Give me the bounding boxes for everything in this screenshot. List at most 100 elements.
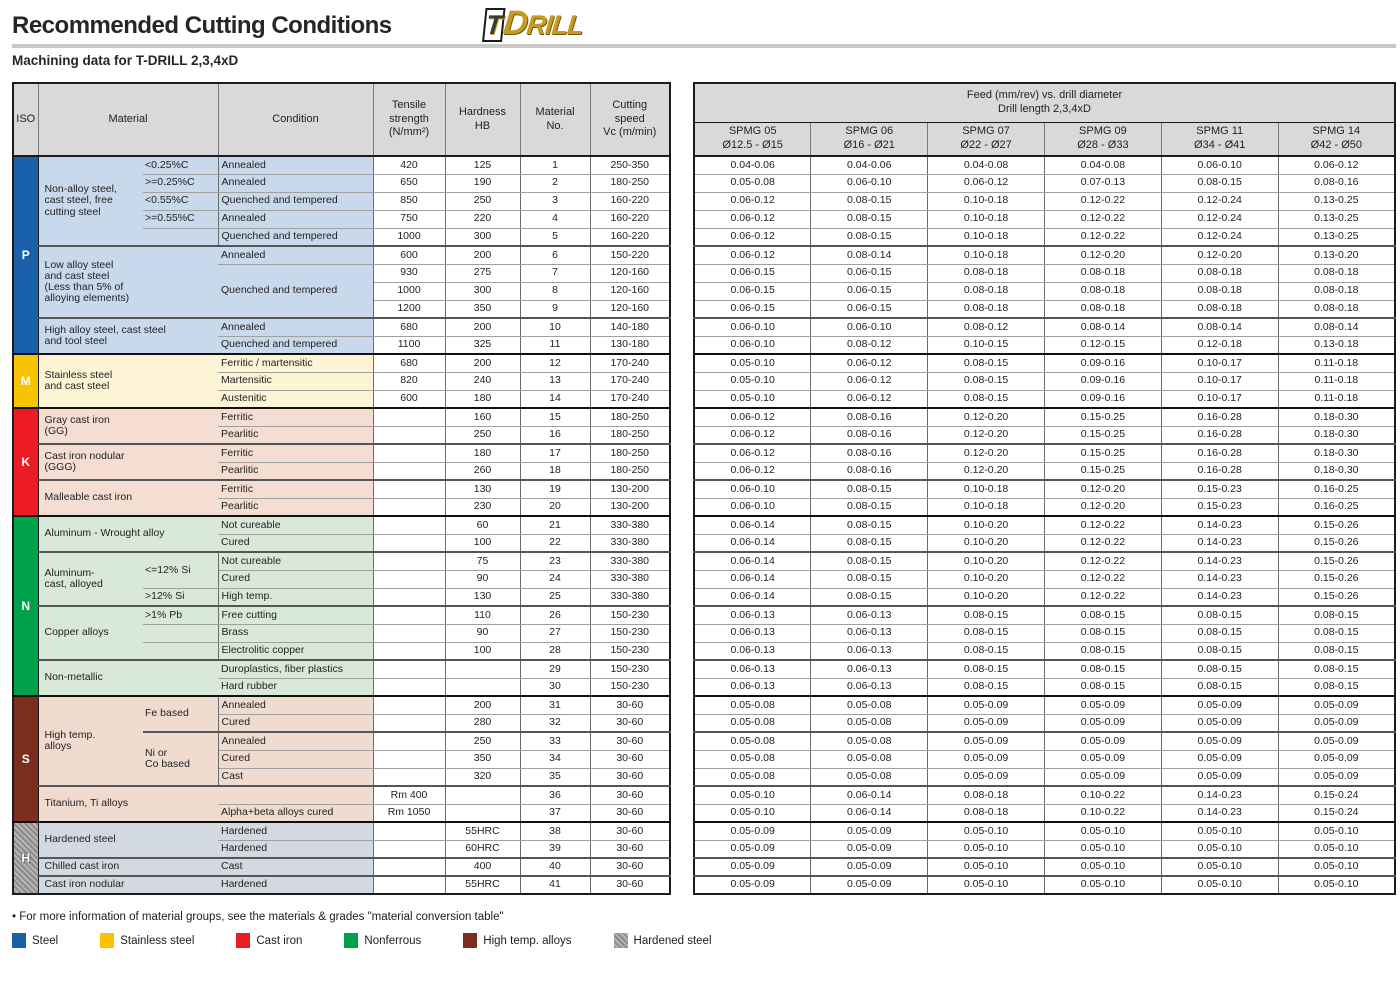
- hardness-cell: 100: [445, 641, 521, 661]
- feed-cell: 0.15-0.25: [1044, 443, 1162, 463]
- feed-cell: 0.08-0.15: [810, 587, 929, 607]
- feed-cell: 0.08-0.15: [1161, 659, 1279, 679]
- material-group-legend: Steel Stainless steel Cast iron Nonferrous H…: [12, 933, 1396, 948]
- hardness-cell: 130: [445, 479, 521, 499]
- material-cell: High temp. alloys: [38, 695, 143, 787]
- feed-cell: 0.18-0.30: [1278, 407, 1395, 427]
- material-row-6: Low alloy steel and cast steel (Less tha…: [13, 245, 670, 319]
- tensile-strength-cell: 1000: [373, 227, 446, 247]
- feed-cell: 0.06-0.10: [694, 479, 812, 499]
- feed-cell: 0.12-0.22: [1044, 551, 1162, 571]
- material-row-15: K Gray cast iron (GG) Ferritic 160 15 180-250: [12, 407, 670, 517]
- feed-cell: 0.13-0.25: [1278, 227, 1395, 247]
- feed-row-4: 0.06-0.12 0.08-0.15 0.10-0.18 0.12-0.22 0.12…: [694, 209, 1395, 229]
- feed-cell: 0.06-0.13: [694, 605, 812, 625]
- feed-cell: 0.10-0.20: [927, 515, 1045, 535]
- feed-cell: 0.05-0.09: [927, 731, 1045, 751]
- feed-row-24: 0.06-0.14 0.08-0.15 0.10-0.20 0.12-0.22 0.14…: [694, 569, 1395, 589]
- legend-swatch: [100, 933, 115, 948]
- legend-label: Cast iron: [256, 934, 303, 947]
- feed-row-26: 0.06-0.13 0.06-0.13 0.08-0.15 0.08-0.15 0.08…: [694, 605, 1395, 625]
- material-no-cell: 3: [520, 191, 591, 211]
- material-no-cell: 27: [520, 623, 591, 643]
- feed-cell: 0.08-0.12: [927, 317, 1045, 337]
- condition-cell: Cured: [218, 713, 374, 733]
- feed-cell: 0.05-0.09: [694, 839, 812, 859]
- feed-cell: 0.05-0.08: [694, 713, 812, 733]
- condition-cell: Annealed: [218, 173, 374, 193]
- feed-cell: 0.08-0.16: [810, 425, 929, 445]
- feed-cell: 0.05-0.09: [694, 821, 812, 841]
- feed-cell: 0.12-0.22: [1044, 515, 1162, 535]
- condition-cell: Quenched and tempered: [218, 335, 374, 355]
- legend-item: Hardened steel: [613, 933, 712, 948]
- feed-cell: 0.10-0.18: [927, 191, 1045, 211]
- material-cell: Hardened steel: [38, 821, 218, 859]
- feed-cell: 0.18-0.30: [1278, 461, 1395, 481]
- feed-cell: 0.08-0.15: [1161, 605, 1279, 625]
- feed-table: Feed (mm/rev) vs. drill diameter Drill l…: [693, 82, 1396, 895]
- feed-row-40: 0.05-0.09 0.05-0.09 0.05-0.10 0.05-0.10 0.05…: [694, 857, 1395, 877]
- feed-cell: 0.05-0.10: [694, 353, 812, 373]
- material-row-21: N Aluminum - Wrought alloy Not cureable 60 2…: [12, 515, 670, 697]
- material-cell: Copper alloys: [38, 605, 143, 661]
- cutting-speed-cell: 120-160: [590, 281, 670, 301]
- feed-cell: 0.08-0.18: [1044, 299, 1162, 319]
- catalog-page: Recommended Cutting Conditions TDRILL Ma…: [12, 4, 1396, 948]
- feed-cell: 0.12-0.20: [1044, 479, 1162, 499]
- cutting-speed-cell: 160-220: [590, 209, 670, 229]
- feed-cell: 0.12-0.24: [1161, 209, 1279, 229]
- feed-cell: 0.10-0.22: [1044, 803, 1162, 823]
- feed-cell: 0.13-0.25: [1278, 209, 1395, 229]
- cutting-speed-cell: 170-240: [590, 371, 670, 391]
- title-divider: [12, 44, 1396, 48]
- legend-item: Stainless steel: [100, 933, 194, 948]
- feed-cell: 0.14-0.23: [1161, 515, 1279, 535]
- feed-cell: 0.05-0.08: [810, 749, 929, 769]
- feed-row-39: 0.05-0.09 0.05-0.09 0.05-0.10 0.05-0.10 0.05…: [694, 839, 1395, 859]
- cutting-speed-cell: 150-220: [590, 245, 670, 265]
- feed-cell: 0.05-0.10: [927, 821, 1045, 841]
- material-cell: Cast iron nodular: [38, 875, 218, 895]
- feed-cell: 0.16-0.28: [1161, 407, 1279, 427]
- material-no-cell: 5: [520, 227, 591, 247]
- feed-cell: 0.10-0.18: [927, 227, 1045, 247]
- hardness-cell: 200: [445, 317, 521, 337]
- page-subtitle: Machining data for T-DRILL 2,3,4xD: [12, 53, 239, 68]
- material-subtype-cell: >12% Si: [143, 587, 219, 607]
- hardness-cell: 75: [445, 551, 521, 571]
- feed-cell: 0.10-0.18: [927, 245, 1045, 265]
- feed-cell: 0.05-0.10: [1044, 821, 1162, 841]
- hardness-cell: [445, 677, 521, 697]
- feed-cell: 0.08-0.15: [810, 479, 929, 499]
- feed-cell: 0.05-0.10: [1044, 875, 1162, 895]
- tensile-strength-cell: 600: [373, 389, 446, 409]
- header-spmg-11: SPMG 11 Ø34 - Ø41: [1160, 121, 1279, 157]
- material-no-cell: 35: [520, 767, 591, 787]
- feed-row-19: 0.06-0.10 0.08-0.15 0.10-0.18 0.12-0.20 0.15…: [694, 479, 1395, 499]
- material-no-cell: 32: [520, 713, 591, 733]
- hardness-cell: 110: [445, 605, 521, 625]
- tensile-strength-cell: [373, 641, 446, 661]
- tensile-strength-cell: 680: [373, 353, 446, 373]
- material-row-2: >=0.25%C Annealed 650 190 2 180-250: [13, 173, 670, 193]
- material-row-22: Cured 100 22 330-380: [13, 533, 670, 553]
- feed-cell: 0.09-0.16: [1044, 353, 1162, 373]
- material-row-36: Titanium, Ti alloys Rm 400 36 30-60: [13, 785, 670, 823]
- material-no-cell: 14: [520, 389, 591, 409]
- condition-cell: Ferritic: [218, 479, 374, 499]
- feed-row-35: 0.05-0.08 0.05-0.08 0.05-0.09 0.05-0.09 0.05…: [694, 767, 1395, 787]
- feed-cell: 0.08-0.15: [1278, 677, 1395, 697]
- hardness-cell: 220: [445, 209, 521, 229]
- feed-cell: 0.05-0.10: [1161, 857, 1279, 877]
- condition-cell: Hardened: [218, 839, 374, 859]
- feed-cell: 0.12-0.20: [927, 425, 1045, 445]
- material-no-cell: 10: [520, 317, 591, 337]
- tensile-strength-cell: [373, 479, 446, 499]
- feed-cell: 0.07-0.13: [1044, 173, 1162, 193]
- feed-cell: 0.10-0.18: [927, 479, 1045, 499]
- tensile-strength-cell: [373, 443, 446, 463]
- cutting-speed-cell: 150-230: [590, 659, 670, 679]
- feed-cell: 0.05-0.08: [810, 695, 929, 715]
- material-row-17: Cast iron nodular (GGG) Ferritic 180 17 180-…: [13, 443, 670, 481]
